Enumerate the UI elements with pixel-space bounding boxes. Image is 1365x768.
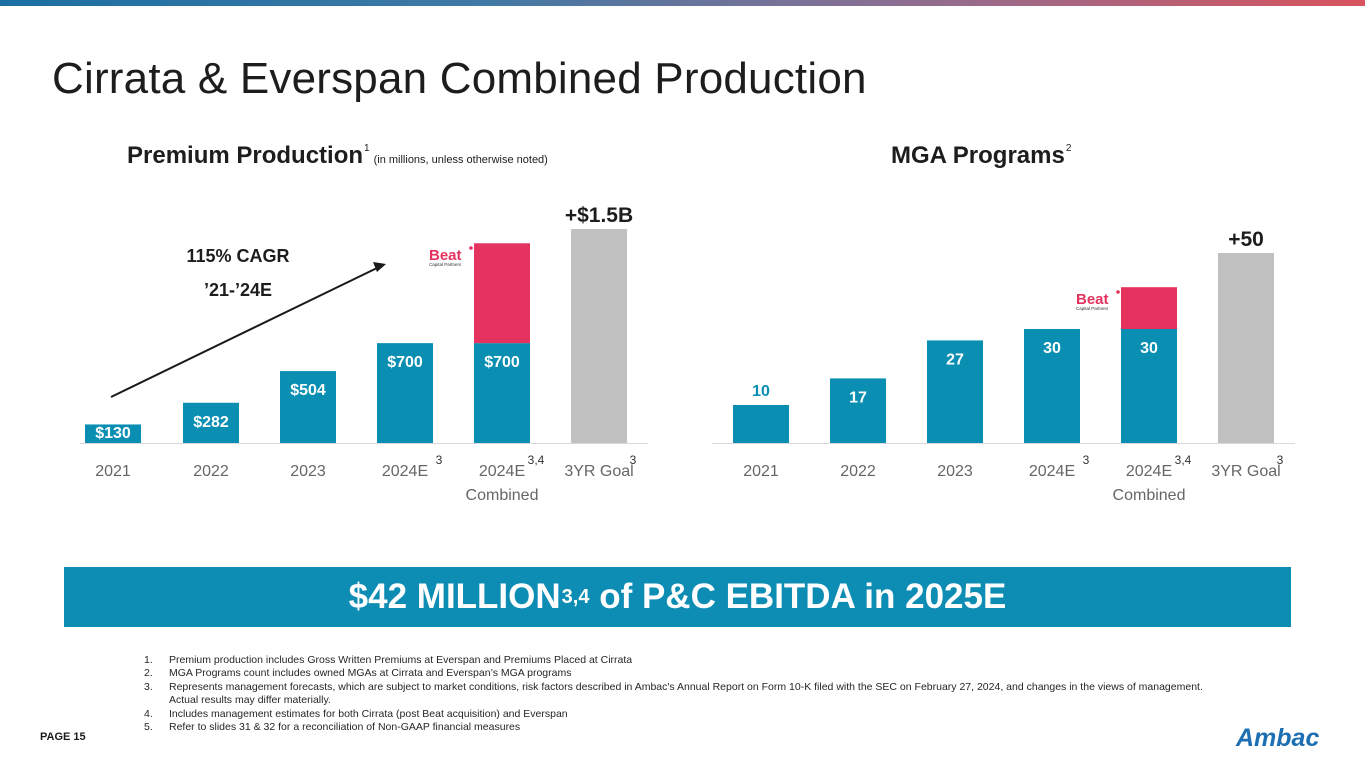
ambac-logo-text: Ambac (1235, 724, 1319, 750)
premium-data-label: $504 (290, 382, 326, 399)
footnote-text: Represents management forecasts, which a… (169, 680, 1203, 707)
mga-category-label: 2022 (840, 463, 876, 480)
premium-bar-goal (571, 229, 627, 443)
premium-category-footnote-ref: 3,4 (528, 453, 545, 467)
premium-data-label: $700 (387, 354, 423, 371)
banner-lead: $42 MILLION (348, 577, 561, 616)
mga-beat-logo-dot (1116, 290, 1120, 294)
mga-category-footnote-ref: 3 (1277, 453, 1284, 467)
mga-category-label: 2021 (743, 463, 779, 480)
charts-canvas: $130 2021 $282 2022 $504 2023 $700 2024E 3 $700 20… (80, 204, 1295, 504)
cagr-annotation-line2: ’21-’24E (204, 280, 272, 300)
footnote-number: 1. (144, 654, 153, 666)
premium-category-label: 2023 (290, 463, 326, 480)
footnotes-list: 1. Premium production includes Gross Writ… (144, 654, 1204, 734)
banner-rest: of P&C EBITDA in 2025E (589, 577, 1007, 616)
premium-category-label: 3YR Goal (564, 463, 633, 480)
page-number: PAGE 15 (40, 731, 86, 743)
ambac-logo: Ambac (1234, 724, 1340, 755)
premium-data-label: $130 (95, 425, 131, 442)
premium-top-annotation: +$1.5B (565, 204, 633, 227)
mga-data-label: 30 (1043, 340, 1061, 357)
premium-bar-beat (474, 243, 530, 344)
page-title: Cirrata & Everspan Combined Production (52, 54, 867, 103)
premium-category-footnote-ref: 3 (630, 453, 637, 467)
footnote-item: 3. Represents management forecasts, which… (144, 681, 1204, 708)
footnote-number: 3. (144, 680, 153, 693)
mga-bar-beat (1121, 287, 1177, 329)
mga-data-label: 10 (752, 383, 770, 400)
top-color-band (0, 0, 1365, 6)
premium-bar-core (377, 343, 433, 443)
premium-category-footnote-ref: 3 (436, 453, 443, 467)
premium-production-footnote-ref: 1 (364, 143, 370, 154)
mga-bar-core (1121, 329, 1177, 443)
premium-bar-core (280, 371, 336, 443)
footnote-text: Includes management estimates for both C… (169, 707, 568, 720)
mga-data-label: 17 (849, 389, 867, 406)
mga-beat-logo-text: Beat (1076, 291, 1109, 308)
premium-beat-logo-text: Beat (429, 247, 462, 264)
premium-beat-logo-subtext: Capital Partners (429, 262, 462, 267)
mga-programs-title: MGA Programs2 (891, 142, 1071, 170)
premium-category-label: 2024E (382, 463, 428, 480)
premium-bar-core (474, 343, 530, 443)
premium-production-unit-note: (in millions, unless otherwise noted) (373, 154, 548, 166)
banner-footnote-ref: 3,4 (561, 585, 590, 608)
mga-bar-core (830, 378, 886, 443)
mga-category-label: 2024E (1126, 463, 1172, 480)
premium-category-label: 2024E (479, 463, 525, 480)
mga-data-label: 27 (946, 351, 964, 368)
mga-beat-logo-subtext: Capital Partners (1076, 306, 1109, 311)
mga-category-label: 2023 (937, 463, 973, 480)
mga-bar-core (927, 340, 983, 443)
premium-bar-core (85, 424, 141, 443)
footnote-text: Refer to slides 31 & 32 for a reconcilia… (169, 721, 521, 734)
premium-production-title: Premium Production1(in millions, unless … (127, 142, 548, 170)
footnote-item: 1. Premium production includes Gross Writ… (144, 654, 1204, 667)
premium-data-label: $700 (484, 354, 520, 371)
mga-top-annotation: +50 (1228, 228, 1264, 251)
mga-bar-core (1024, 329, 1080, 443)
footnote-text: Premium production includes Gross Writte… (169, 654, 633, 666)
premium-beat-logo-dot (469, 246, 473, 250)
footnote-item: 2. MGA Programs count includes owned MGAs… (144, 667, 1204, 680)
footnote-text: MGA Programs count includes owned MGAs a… (169, 667, 572, 680)
mga-category-footnote-ref: 3 (1083, 453, 1090, 467)
cagr-arrow-head (373, 262, 386, 272)
ambac-logo-mark: Ambac (1235, 724, 1319, 752)
mga-programs-title-text: MGA Programs (891, 142, 1065, 169)
mga-category-footnote-ref: 3,4 (1175, 453, 1192, 467)
mga-category-label: 2024E (1029, 463, 1075, 480)
cagr-arrow-line (110, 267, 378, 398)
footnote-number: 4. (144, 707, 153, 720)
premium-category-label: 2022 (193, 463, 229, 480)
mga-category-sublabel: Combined (1113, 487, 1186, 504)
mga-bar-core (733, 405, 789, 443)
footnote-item: 4. Includes management estimates for both… (144, 708, 1204, 721)
premium-data-label: $282 (193, 414, 229, 431)
mga-bar-goal (1218, 253, 1274, 443)
premium-production-title-text: Premium Production (127, 142, 364, 169)
cagr-annotation-line1: 115% CAGR (186, 246, 289, 266)
premium-category-sublabel: Combined (466, 487, 539, 504)
premium-bar-core (183, 402, 239, 443)
ebitda-banner: $42 MILLION 3,4 of P&C EBITDA in 2025E (64, 567, 1291, 627)
premium-category-label: 2021 (95, 463, 131, 480)
footnote-number: 2. (144, 667, 153, 680)
footnote-number: 5. (144, 721, 153, 734)
footnote-item: 5. Refer to slides 31 & 32 for a reconcil… (144, 721, 1204, 734)
mga-programs-footnote-ref: 2 (1065, 143, 1072, 154)
mga-category-label: 3YR Goal (1211, 463, 1280, 480)
mga-data-label: 30 (1140, 340, 1158, 357)
